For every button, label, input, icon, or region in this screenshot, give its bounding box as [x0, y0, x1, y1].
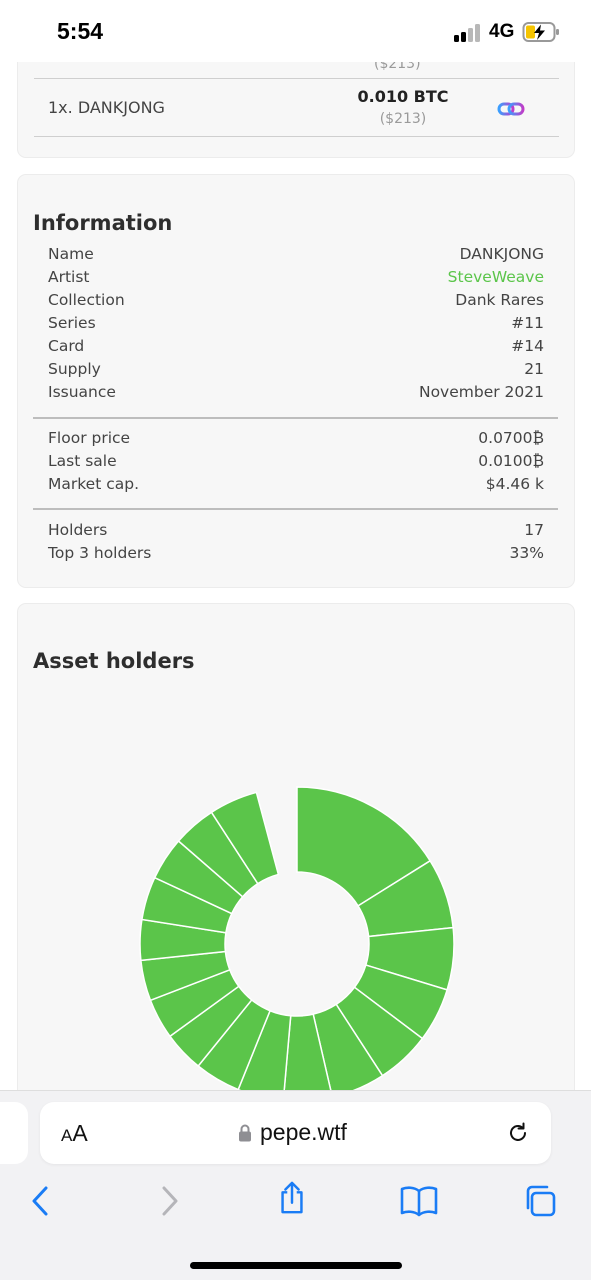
detail-row-name: Name DANKJONG [48, 245, 544, 268]
page-content: ($213) 1x. DANKJONG 0.010 BTC ($213) Inf… [0, 62, 591, 1090]
market-value: 0.0700₿ [478, 429, 544, 447]
bookmarks-icon[interactable] [400, 1184, 438, 1218]
network-type: 4G [489, 21, 515, 42]
asset-holders-title: Asset holders [33, 649, 195, 673]
market-label: Floor price [48, 429, 131, 447]
market-row-last-sale: Last sale 0.0100₿ [48, 452, 544, 475]
reload-icon[interactable] [506, 1121, 530, 1145]
holders-row-count: Holders 17 [48, 521, 544, 544]
reader-text-size-button[interactable]: AA [61, 1120, 88, 1146]
sale-usd-previous: ($213) [374, 62, 421, 72]
detail-value: #14 [511, 337, 544, 355]
detail-row-issuance: Issuance November 2021 [48, 383, 544, 406]
cellular-signal-icon [454, 24, 484, 42]
asset-holders-donut-chart [139, 786, 455, 1090]
market-value: 0.0100₿ [478, 452, 544, 470]
market-row-floor-price: Floor price 0.0700₿ [48, 429, 544, 452]
sale-asset-name: 1x. DANKJONG [48, 98, 165, 117]
detail-label: Artist [48, 268, 90, 286]
detail-row-artist: Artist SteveWeave [48, 268, 544, 291]
holders-stats-list: Holders 17 Top 3 holders 33% [48, 521, 544, 567]
detail-value: Dank Rares [455, 291, 544, 309]
detail-row-collection: Collection Dank Rares [48, 291, 544, 314]
home-indicator [190, 1262, 402, 1269]
forward-icon[interactable] [152, 1184, 186, 1218]
sale-row: 1x. DANKJONG 0.010 BTC ($213) [34, 79, 559, 137]
asset-holders-card: Asset holders [17, 603, 575, 1090]
link-icon[interactable] [497, 101, 525, 117]
lock-icon [239, 1124, 251, 1142]
market-label: Last sale [48, 452, 117, 470]
holders-row-top3: Top 3 holders 33% [48, 544, 544, 567]
market-value: $4.46 k [485, 475, 544, 493]
donut-slice[interactable] [312, 1003, 384, 1090]
donut-slice[interactable] [210, 791, 280, 885]
market-row-market-cap: Market cap. $4.46 k [48, 475, 544, 498]
detail-value: November 2021 [418, 383, 544, 401]
status-time: 5:54 [57, 18, 104, 44]
detail-row-card: Card #14 [48, 337, 544, 360]
back-icon[interactable] [24, 1184, 58, 1218]
sale-price-usd: ($213) [379, 111, 427, 127]
divider [33, 417, 558, 419]
previous-tab-preview[interactable] [0, 1102, 28, 1164]
browser-toolbar: AA pepe.wtf [0, 1090, 591, 1280]
holders-label: Top 3 holders [48, 544, 152, 562]
detail-label: Name [48, 245, 94, 263]
url-text[interactable]: pepe.wtf [260, 1119, 347, 1145]
detail-value: 21 [524, 360, 544, 378]
market-label: Market cap. [48, 475, 139, 493]
divider [33, 508, 558, 510]
sale-row-previous: ($213) [34, 62, 559, 79]
detail-row-series: Series #11 [48, 314, 544, 337]
artist-link[interactable]: SteveWeave [447, 268, 544, 286]
sale-price-btc: 0.010 BTC [357, 87, 449, 106]
share-icon[interactable] [275, 1181, 309, 1215]
asset-details-list: Name DANKJONG Artist SteveWeave Collecti… [48, 245, 544, 406]
detail-label: Card [48, 337, 85, 355]
holders-label: Holders [48, 521, 108, 539]
detail-row-supply: Supply 21 [48, 360, 544, 383]
battery-charging-icon [522, 22, 559, 42]
status-bar: 5:54 4G [0, 0, 591, 62]
market-stats-list: Floor price 0.0700₿ Last sale 0.0100₿ Ma… [48, 429, 544, 498]
detail-label: Supply [48, 360, 101, 378]
holders-value: 33% [509, 544, 544, 562]
detail-label: Series [48, 314, 96, 332]
information-card: Information Name DANKJONG Artist SteveWe… [17, 174, 575, 588]
holders-value: 17 [524, 521, 544, 539]
address-bar[interactable]: AA pepe.wtf [40, 1102, 551, 1164]
sales-card: ($213) 1x. DANKJONG 0.010 BTC ($213) [17, 62, 575, 158]
detail-value: #11 [511, 314, 544, 332]
tabs-icon[interactable] [524, 1184, 558, 1218]
information-title: Information [33, 211, 173, 235]
detail-value: DANKJONG [459, 245, 544, 263]
detail-label: Issuance [48, 383, 116, 401]
donut-slice[interactable] [296, 786, 432, 907]
detail-label: Collection [48, 291, 125, 309]
